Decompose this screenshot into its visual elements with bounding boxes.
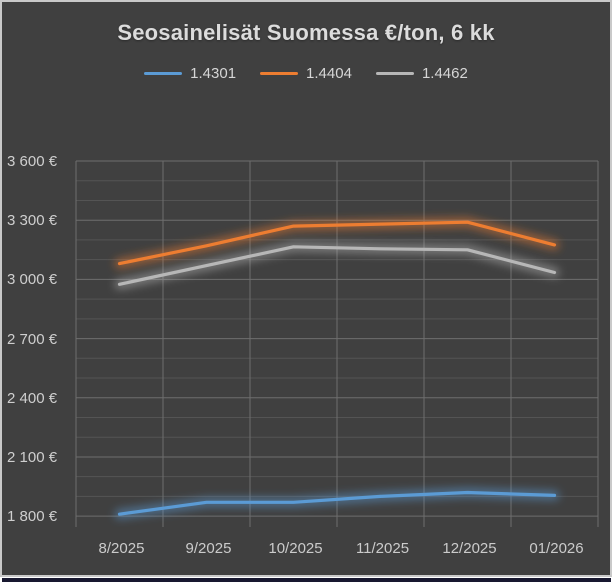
series-line-1.4462[interactable] (117, 245, 557, 286)
x-axis-category-label: 12/2025 (442, 540, 497, 557)
y-axis-tick-label: 3 600 € (7, 153, 58, 170)
legend-label: 1.4462 (421, 65, 468, 82)
x-axis-category-label: 8/2025 (98, 540, 145, 557)
y-axis-tick-label: 2 400 € (7, 389, 58, 407)
x-axis-category-label: 10/2025 (268, 540, 323, 557)
y-axis-tick-label: 1 800 € (7, 508, 58, 526)
series-line-1.4404[interactable] (117, 220, 557, 266)
legend-swatch (144, 72, 183, 75)
series-line-1.4301[interactable] (117, 490, 557, 516)
y-axis-tick-label: 2 700 € (7, 330, 58, 348)
x-axis-category-label: 11/2025 (355, 540, 410, 557)
legend-label: 1.4301 (190, 65, 237, 82)
legend-item-1.4301[interactable]: 1.4301 (144, 65, 236, 82)
y-axis-tick-label: 2 100 € (7, 448, 58, 466)
legend: 1.4301 1.4404 1.4462 (2, 65, 610, 82)
legend-swatch (375, 72, 414, 75)
x-axis-category-label: 01/2026 (529, 540, 584, 557)
y-axis-tick-label: 3 300 € (7, 212, 58, 230)
x-axis-category-label: 9/2025 (185, 540, 232, 557)
legend-swatch (260, 72, 299, 75)
chart-title: Seosainelisät Suomessa €/ton, 6 kk (117, 20, 495, 45)
window-bottom-edge (2, 578, 611, 582)
plot-canvas (75, 160, 599, 527)
legend-item-1.4462[interactable]: 1.4462 (375, 65, 468, 82)
legend-item-1.4404[interactable]: 1.4404 (260, 65, 352, 82)
legend-label: 1.4404 (306, 65, 352, 82)
y-axis-tick-label: 3 000 € (7, 271, 58, 289)
